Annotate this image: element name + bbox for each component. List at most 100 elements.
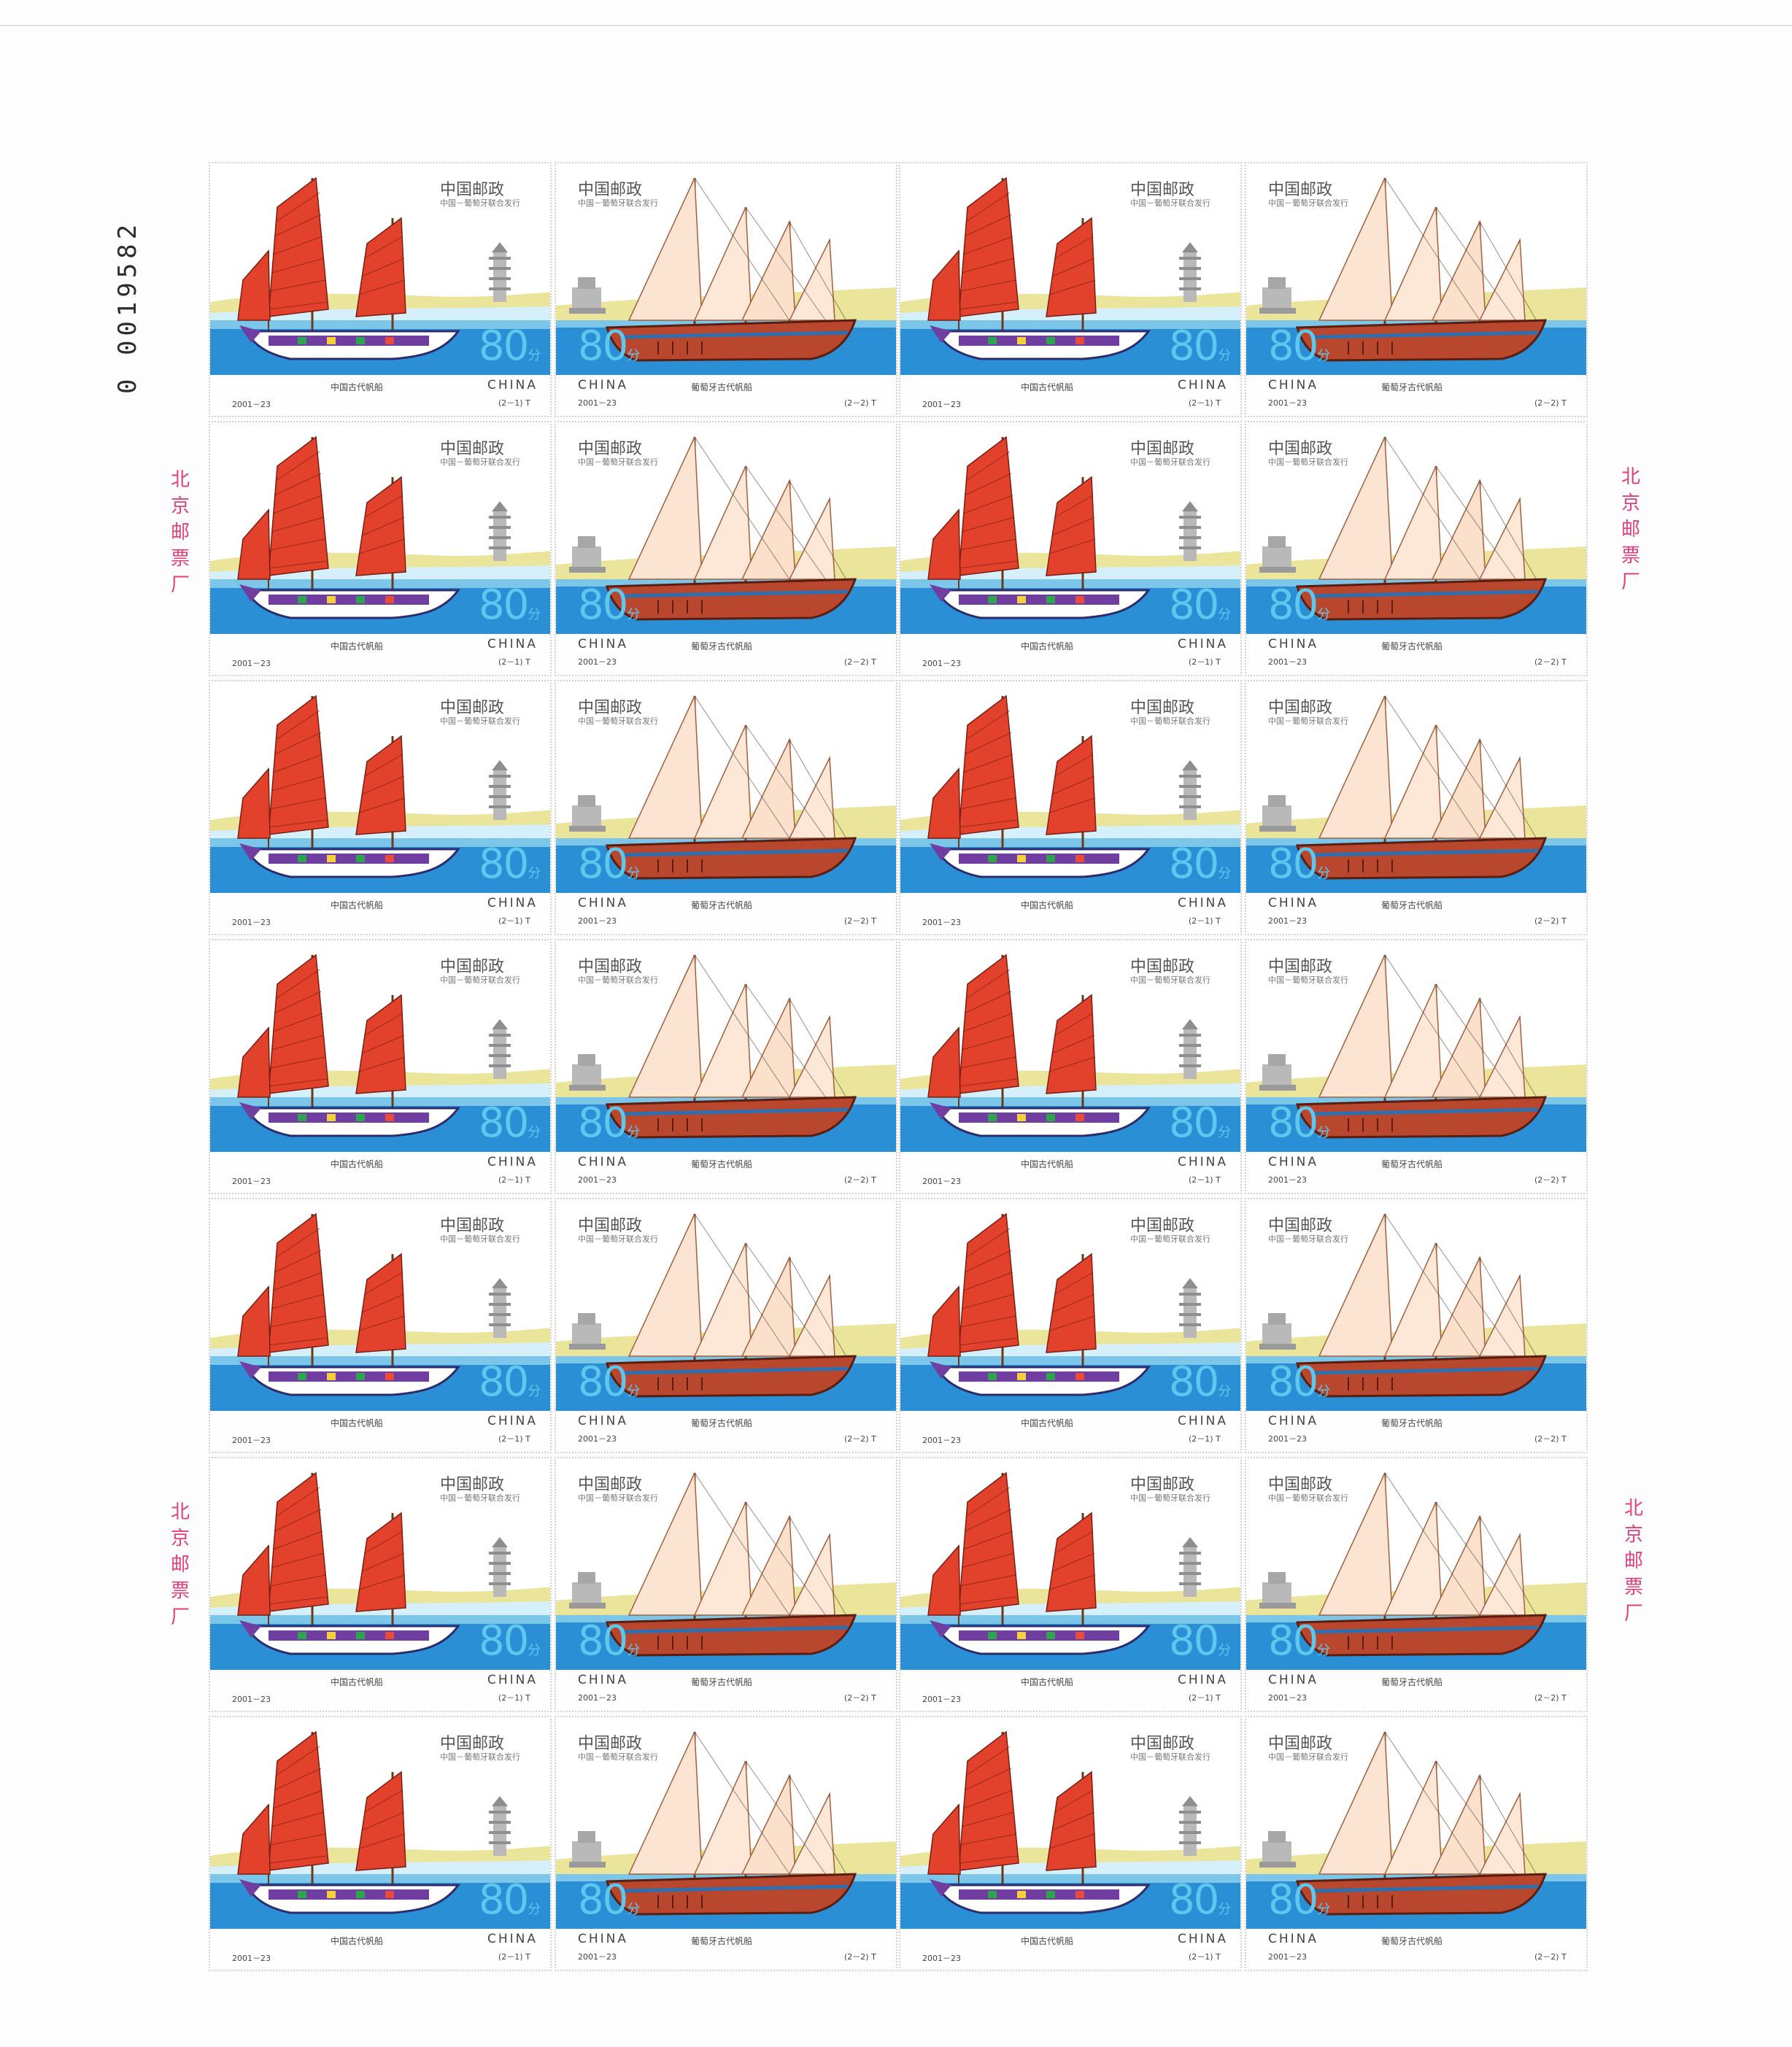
issue-code: (2－1) T <box>1189 1952 1221 1962</box>
stamp-name: 中国古代帆船 <box>331 900 384 910</box>
caravel-artwork <box>1246 1458 1586 1670</box>
issue-code: (2－1) T <box>498 657 530 667</box>
pagoda-icon <box>489 1796 511 1856</box>
stamp-name: 葡萄牙古代帆船 <box>691 382 753 392</box>
stamp-portuguese-caravel: 中国邮政 中国－葡萄牙联合发行 80分 CHINA 葡萄牙古代帆船 2001－23 (2－2… <box>1245 1198 1588 1453</box>
issue-code: (2－1) T <box>1189 657 1221 667</box>
factory-mark-char: 京 <box>1621 492 1640 514</box>
stamp-name: 葡萄牙古代帆船 <box>691 641 753 651</box>
pagoda-icon <box>1179 242 1201 302</box>
stamp-name: 中国古代帆船 <box>331 641 384 651</box>
caravel-artwork <box>556 1458 896 1670</box>
country-label: CHINA <box>1178 1932 1229 1946</box>
issue-year: 2001－23 <box>1268 657 1307 667</box>
tower-icon <box>1259 536 1296 573</box>
issuer-label: 中国邮政 <box>440 1735 505 1753</box>
face-value-unit: 分 <box>1218 348 1232 363</box>
issuer-subtitle: 中国－葡萄牙联合发行 <box>1130 457 1210 467</box>
issue-year: 2001－23 <box>1268 1693 1307 1703</box>
stamp-chinese-junk: 中国邮政 中国－葡萄牙联合发行 80分 中国古代帆船 CHINA 2001－23 (2－1)… <box>899 162 1242 417</box>
stamp-name: 葡萄牙古代帆船 <box>1381 900 1443 910</box>
face-value-number: 80 <box>578 1358 628 1406</box>
stamp-name: 中国古代帆船 <box>1021 1418 1074 1428</box>
tower-icon <box>1259 277 1296 314</box>
face-value-number: 80 <box>578 581 628 629</box>
issue-code: (2－2) T <box>844 398 876 408</box>
factory-mark-char: 北 <box>170 1501 190 1523</box>
caravel-artwork <box>556 163 896 375</box>
face-value-number: 80 <box>1169 840 1219 888</box>
issuer-subtitle: 中国－葡萄牙联合发行 <box>1268 1234 1348 1244</box>
factory-mark-char: 厂 <box>170 1606 190 1628</box>
face-value-unit: 分 <box>528 1902 541 1917</box>
issuer-subtitle: 中国－葡萄牙联合发行 <box>440 716 520 726</box>
factory-mark-char: 票 <box>170 548 190 570</box>
factory-mark-char: 京 <box>1623 1524 1643 1546</box>
face-value-number: 80 <box>479 322 529 370</box>
country-label: CHINA <box>578 378 629 392</box>
pagoda-icon <box>1179 1278 1201 1338</box>
stamp-name: 葡萄牙古代帆船 <box>691 1936 753 1946</box>
issuer-subtitle: 中国－葡萄牙联合发行 <box>578 1234 658 1244</box>
face-value-unit: 分 <box>1317 607 1331 622</box>
tower-icon <box>569 1831 606 1868</box>
issue-year: 2001－23 <box>922 918 961 927</box>
issuer-subtitle: 中国－葡萄牙联合发行 <box>1130 198 1210 208</box>
stamp-name: 中国古代帆船 <box>1021 1677 1074 1687</box>
stamp-portuguese-caravel: 中国邮政 中国－葡萄牙联合发行 80分 CHINA 葡萄牙古代帆船 2001－23 (2－2… <box>555 421 897 676</box>
face-value: 80分 <box>578 1617 640 1665</box>
face-value-number: 80 <box>1169 581 1219 629</box>
issuer-subtitle: 中国－葡萄牙联合发行 <box>440 1493 520 1503</box>
caravel-artwork <box>556 681 896 893</box>
sheet-edge <box>0 25 1792 26</box>
issue-code: (2－2) T <box>844 916 876 926</box>
country-label: CHINA <box>1268 1414 1319 1428</box>
issue-year: 2001－23 <box>578 916 617 926</box>
face-value-number: 80 <box>1268 1617 1318 1665</box>
junk-artwork <box>210 1199 550 1411</box>
issue-code: (2－1) T <box>1189 1434 1221 1444</box>
face-value: 80分 <box>479 1358 541 1406</box>
face-value-number: 80 <box>578 1617 628 1665</box>
face-value: 80分 <box>1169 1099 1231 1147</box>
pagoda-icon <box>489 501 511 561</box>
issuer-subtitle: 中国－葡萄牙联合发行 <box>1268 198 1348 208</box>
factory-mark-char: 厂 <box>1623 1603 1643 1625</box>
pagoda-icon <box>489 1278 511 1338</box>
face-value-unit: 分 <box>627 1125 641 1140</box>
country-label: CHINA <box>578 1673 629 1687</box>
junk-artwork <box>900 422 1240 634</box>
issuer-label: 中国邮政 <box>578 958 643 976</box>
face-value-unit: 分 <box>528 1643 541 1658</box>
stamp-name: 中国古代帆船 <box>331 1159 384 1169</box>
issuer-subtitle: 中国－葡萄牙联合发行 <box>578 198 658 208</box>
face-value-number: 80 <box>1169 322 1219 370</box>
face-value-unit: 分 <box>627 1384 641 1399</box>
issuer-subtitle: 中国－葡萄牙联合发行 <box>1268 716 1348 726</box>
pagoda-icon <box>489 1537 511 1597</box>
caravel-artwork <box>1246 681 1586 893</box>
tower-icon <box>569 1054 606 1091</box>
stamp-portuguese-caravel: 中国邮政 中国－葡萄牙联合发行 80分 CHINA 葡萄牙古代帆船 2001－23 (2－2… <box>555 1716 897 1971</box>
face-value: 80分 <box>1268 1358 1330 1406</box>
face-value-number: 80 <box>1268 1358 1318 1406</box>
country-label: CHINA <box>578 637 629 651</box>
pagoda-icon <box>1179 1796 1201 1856</box>
junk-artwork <box>210 1458 550 1670</box>
stamp-name: 葡萄牙古代帆船 <box>1381 1159 1443 1169</box>
tower-icon <box>1259 1572 1296 1609</box>
junk-artwork <box>900 1717 1240 1929</box>
country-label: CHINA <box>1178 1414 1229 1428</box>
stamp-name: 中国古代帆船 <box>1021 382 1074 392</box>
issue-code: (2－1) T <box>1189 398 1221 408</box>
face-value: 80分 <box>578 1876 640 1924</box>
caravel-artwork <box>1246 1717 1586 1929</box>
face-value: 80分 <box>1268 1617 1330 1665</box>
face-value-number: 80 <box>1169 1876 1219 1924</box>
issue-code: (2－2) T <box>844 657 876 667</box>
issue-year: 2001－23 <box>232 918 271 927</box>
stamp-name: 中国古代帆船 <box>331 1677 384 1687</box>
caravel-artwork <box>556 1717 896 1929</box>
issuer-subtitle: 中国－葡萄牙联合发行 <box>1130 1493 1210 1503</box>
junk-artwork <box>900 163 1240 375</box>
